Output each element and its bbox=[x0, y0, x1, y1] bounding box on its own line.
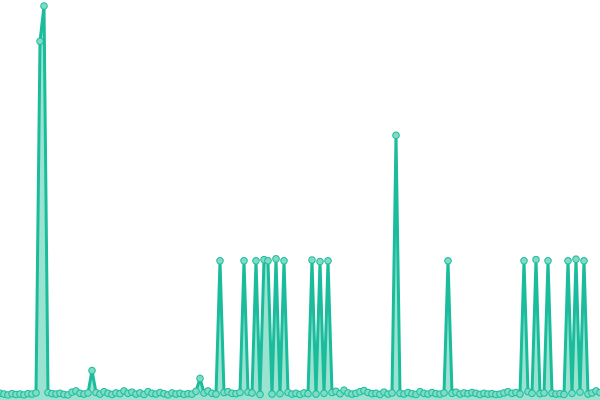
data-point bbox=[192, 387, 200, 396]
data-point bbox=[36, 37, 44, 46]
data-point bbox=[32, 389, 40, 397]
data-point bbox=[540, 389, 548, 397]
data-point bbox=[596, 388, 600, 397]
data-point bbox=[520, 257, 528, 265]
data-point bbox=[304, 389, 312, 398]
data-point bbox=[572, 255, 580, 264]
data-point bbox=[440, 389, 448, 397]
data-point bbox=[84, 389, 92, 397]
data-point bbox=[444, 257, 452, 265]
data-point bbox=[272, 255, 280, 263]
data-point bbox=[308, 256, 316, 264]
data-point bbox=[88, 366, 96, 375]
data-point bbox=[240, 257, 248, 265]
data-point bbox=[268, 390, 276, 398]
series-line bbox=[0, 4, 600, 397]
data-point bbox=[40, 2, 48, 10]
data-point bbox=[560, 390, 568, 399]
data-point bbox=[388, 389, 396, 397]
data-point bbox=[196, 374, 204, 383]
data-point bbox=[324, 257, 332, 265]
data-point bbox=[256, 390, 264, 399]
data-point bbox=[392, 131, 400, 140]
area-fill bbox=[0, 6, 600, 400]
data-point bbox=[564, 257, 572, 265]
data-point bbox=[248, 389, 256, 397]
data-point bbox=[532, 255, 540, 264]
data-point bbox=[312, 390, 320, 398]
data-point bbox=[544, 257, 552, 265]
data-point bbox=[576, 388, 584, 396]
data-point bbox=[568, 389, 576, 398]
data-point bbox=[280, 257, 288, 265]
data-point bbox=[320, 389, 328, 398]
data-point bbox=[236, 388, 244, 397]
data-point bbox=[264, 257, 272, 265]
data-point bbox=[580, 257, 588, 265]
data-point bbox=[212, 390, 220, 398]
data-point bbox=[316, 257, 324, 266]
data-point bbox=[276, 389, 284, 398]
data-point bbox=[528, 389, 536, 398]
data-point bbox=[252, 257, 260, 265]
data-point bbox=[216, 257, 224, 265]
data-point bbox=[516, 390, 524, 398]
